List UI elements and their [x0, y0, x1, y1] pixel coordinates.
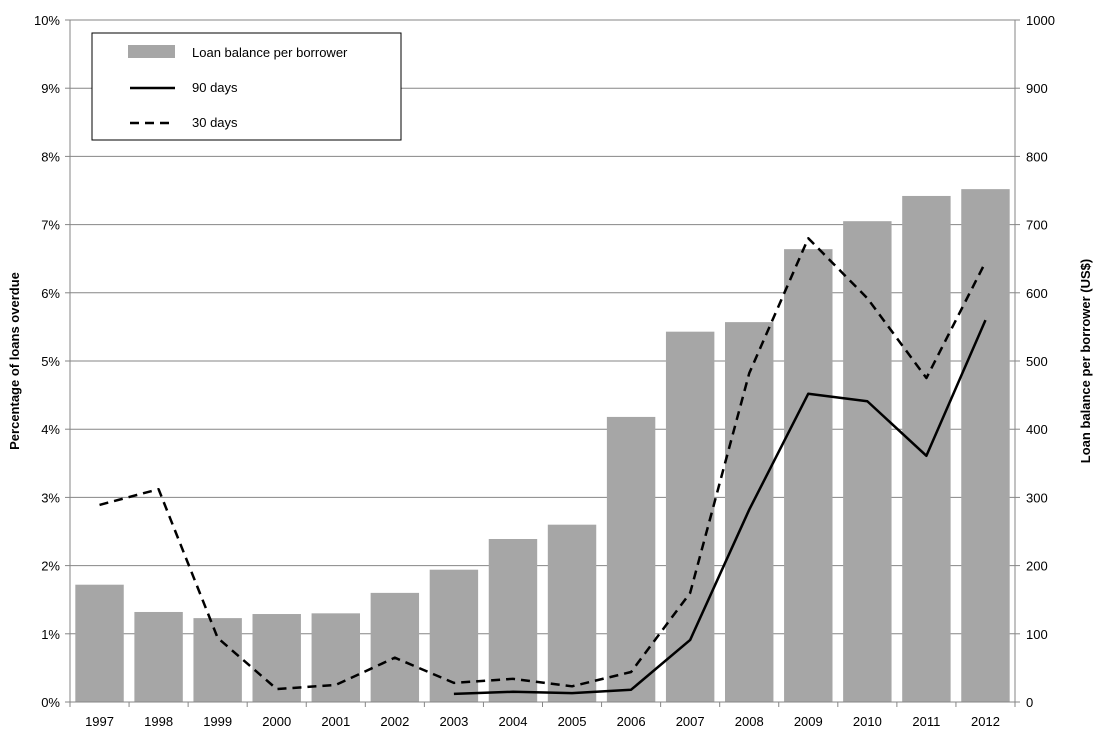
y2-tick-label: 700 [1026, 218, 1048, 233]
y-tick-label: 7% [41, 218, 60, 233]
y2-tick-label: 600 [1026, 286, 1048, 301]
legend-label-balance: Loan balance per borrower [192, 45, 348, 60]
y2-axis-label: Loan balance per borrower (US$) [1078, 259, 1093, 463]
y2-tick-label: 500 [1026, 354, 1048, 369]
bar-2012 [961, 189, 1010, 703]
x-tick-label: 2000 [262, 714, 291, 729]
bar-2011 [902, 195, 951, 702]
legend-swatch-bar [128, 45, 175, 58]
x-tick-label: 2011 [912, 714, 940, 729]
y2-tick-label: 400 [1026, 422, 1048, 437]
tick-labels: 0% 0 1% 100 2% 200 3% 300 4% 400 5% 500 6% 600 7% 700 8%… [34, 13, 1055, 729]
line-series [99, 236, 987, 696]
bar-1999 [193, 618, 242, 702]
axes [65, 19, 1020, 707]
x-tick-label: 1999 [203, 714, 232, 729]
y-tick-label: 10% [34, 13, 60, 28]
y-tick-label: 5% [41, 354, 60, 369]
gridlines [70, 19, 1015, 635]
x-tick-label: 2012 [971, 714, 1000, 729]
x-tick-label: 2010 [853, 714, 882, 729]
x-tick-label: 2007 [676, 714, 705, 729]
y2-tick-label: 300 [1026, 490, 1048, 505]
bar-2006 [606, 416, 656, 702]
line-30-days [99, 236, 987, 691]
y-tick-label: 1% [41, 627, 60, 642]
bar-2007 [665, 331, 715, 702]
x-tick-label: 2001 [321, 714, 350, 729]
bar-1997 [75, 584, 124, 702]
bar-2001 [311, 613, 360, 702]
x-tick-label: 2005 [558, 714, 587, 729]
y-tick-label: 2% [41, 559, 60, 574]
y2-tick-label: 100 [1026, 627, 1048, 642]
x-tick-label: 2006 [617, 714, 646, 729]
bar-series [75, 189, 1010, 703]
bar-2004 [488, 539, 538, 702]
legend-label-30: 30 days [192, 115, 238, 130]
y2-tick-label: 1000 [1026, 13, 1055, 28]
x-tick-label: 1997 [85, 714, 114, 729]
x-tick-label: 2004 [499, 714, 528, 729]
bar-2009 [784, 249, 833, 703]
y-tick-label: 0% [41, 695, 60, 710]
x-tick-label: 2009 [794, 714, 823, 729]
legend-label-90: 90 days [192, 80, 238, 95]
bar-1998 [134, 611, 183, 702]
bar-2010 [843, 221, 892, 702]
bar-2003 [429, 569, 479, 702]
y-tick-label: 9% [41, 81, 60, 96]
y-tick-label: 3% [41, 490, 60, 505]
bar-2002 [370, 592, 420, 702]
bar-2005 [547, 524, 597, 702]
y-tick-label: 4% [41, 422, 60, 437]
legend: Loan balance per borrower 90 days 30 day… [91, 32, 402, 141]
y2-tick-label: 900 [1026, 81, 1048, 96]
y-tick-label: 6% [41, 286, 60, 301]
x-tick-label: 1998 [144, 714, 173, 729]
y-tick-label: 8% [41, 149, 60, 164]
y-axis-label: Percentage of loans overdue [7, 272, 22, 450]
y2-tick-label: 0 [1026, 695, 1033, 710]
line-90-days [453, 319, 987, 696]
x-tick-label: 2003 [439, 714, 468, 729]
y2-tick-label: 800 [1026, 149, 1048, 164]
x-tick-label: 2008 [735, 714, 764, 729]
x-tick-label: 2002 [380, 714, 409, 729]
y2-tick-label: 200 [1026, 559, 1048, 574]
